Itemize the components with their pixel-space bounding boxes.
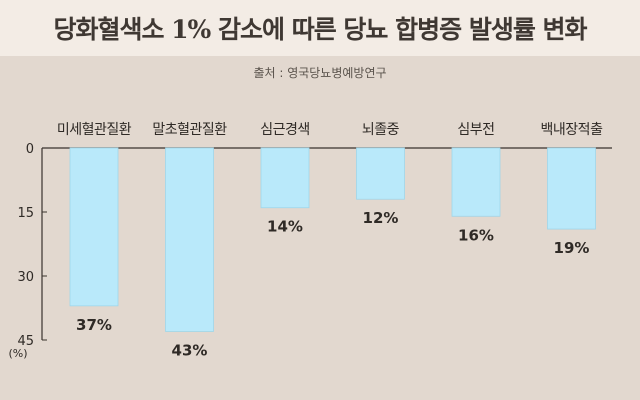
category-label: 말초혈관질환 (152, 122, 227, 138)
category-label: 미세혈관질환 (57, 122, 132, 138)
y-tick-label: 30 (17, 270, 34, 285)
data-label: 12% (363, 209, 399, 227)
bar (165, 147, 214, 332)
category-label: 심부전 (457, 122, 494, 138)
data-label: 43% (172, 341, 208, 359)
y-tick-label: 0 (26, 142, 34, 157)
bar (451, 147, 501, 217)
category-label: 뇌졸중 (362, 122, 400, 138)
y-tick-label: 45 (17, 334, 34, 349)
data-label: 16% (458, 226, 494, 244)
title-band: 당화혈색소 1% 감소에 따른 당뇨 합병증 발생률 변화 (0, 0, 640, 56)
category-label: 심근경색 (260, 122, 310, 138)
chart-title: 당화혈색소 1% 감소에 따른 당뇨 합병증 발생률 변화 (53, 15, 587, 44)
data-label: 19% (554, 239, 590, 257)
bar (260, 147, 310, 209)
data-label: 37% (76, 316, 112, 334)
y-tick-label: 15 (17, 206, 34, 221)
category-label: 백내장적출 (541, 122, 604, 138)
data-label: 14% (267, 218, 303, 236)
y-unit-label: (%) (8, 347, 27, 360)
bar (547, 147, 596, 230)
bar (356, 147, 405, 200)
bar (69, 147, 119, 307)
chart-source: 출처 : 영국당뇨병예방연구 (253, 66, 387, 80)
